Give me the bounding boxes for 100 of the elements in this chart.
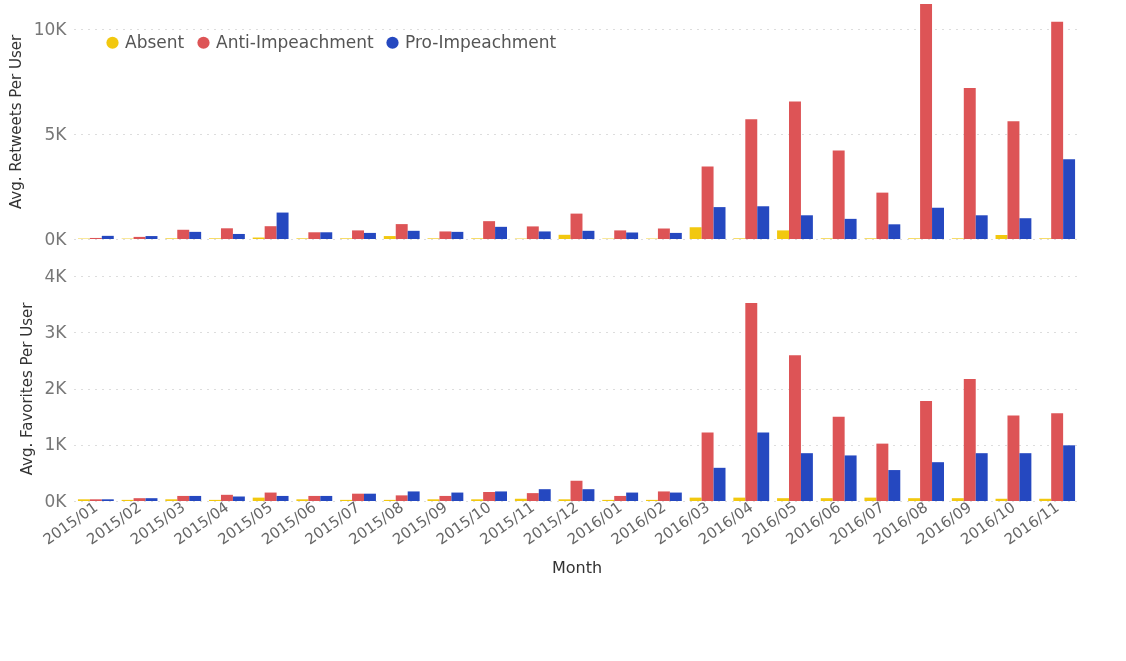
- bar: [252, 497, 265, 501]
- bar: [1007, 121, 1020, 239]
- bar: [495, 226, 508, 239]
- bar: [1019, 218, 1032, 239]
- bar: [439, 495, 452, 501]
- bar: [832, 150, 845, 239]
- bar: [133, 498, 146, 501]
- bar: [308, 232, 321, 239]
- bar: [745, 119, 758, 239]
- bar: [975, 453, 988, 501]
- bar: [626, 492, 639, 501]
- bar: [220, 228, 233, 239]
- y-tick-label: 1K: [44, 434, 68, 455]
- bar: [963, 378, 976, 501]
- bar: [908, 498, 921, 501]
- bar: [777, 230, 790, 239]
- bar: [220, 494, 233, 501]
- bar: [383, 236, 396, 239]
- bar: [1051, 413, 1064, 501]
- bar: [614, 495, 627, 501]
- bar: [582, 489, 595, 501]
- bar: [689, 497, 702, 501]
- bar: [177, 229, 190, 239]
- bar: [145, 236, 158, 239]
- bar: [669, 232, 682, 239]
- bar: [657, 228, 670, 239]
- y-axis-title: Avg. Favorites Per User: [17, 301, 36, 476]
- bar: [888, 224, 901, 239]
- y-tick-label: 10K: [33, 18, 68, 39]
- bar: [932, 207, 944, 239]
- y-axis-title: Avg. Retweets Per User: [6, 34, 25, 210]
- bar: [145, 498, 158, 501]
- y-tick-label: 5K: [44, 123, 68, 144]
- bar: [713, 207, 726, 239]
- bar: [689, 227, 702, 239]
- bar: [133, 236, 146, 239]
- bar: [745, 303, 758, 501]
- bar: [951, 498, 964, 501]
- bar: [975, 215, 988, 239]
- bar: [582, 230, 595, 239]
- bar: [189, 495, 202, 501]
- bar: [189, 231, 202, 239]
- y-tick-label: 2K: [44, 378, 68, 398]
- bar: [495, 491, 508, 501]
- bar: [864, 497, 877, 501]
- bar: [626, 232, 639, 239]
- bar: [701, 166, 714, 239]
- bar: [526, 226, 539, 239]
- bar: [320, 495, 333, 501]
- legend-label: Absent: [125, 31, 185, 52]
- bar: [844, 455, 857, 501]
- bar: [320, 232, 333, 239]
- bar: [1063, 445, 1076, 501]
- bar: [264, 492, 277, 501]
- bar: [570, 213, 583, 239]
- bar: [363, 232, 376, 239]
- bar: [995, 235, 1008, 239]
- bar: [1063, 159, 1076, 239]
- bar: [395, 224, 408, 239]
- bar: [177, 495, 190, 501]
- bar: [669, 492, 682, 501]
- bar: [757, 206, 770, 239]
- bar: [232, 233, 245, 239]
- y-tick-label: 3K: [44, 321, 68, 342]
- bar: [451, 231, 464, 239]
- bar: [483, 221, 496, 239]
- bar: [407, 491, 420, 501]
- bar: [713, 467, 726, 501]
- bar: [538, 489, 551, 501]
- bar: [657, 491, 670, 501]
- bar: [1019, 453, 1032, 501]
- bar: [733, 497, 746, 501]
- bar: [932, 462, 944, 501]
- bar: [276, 495, 289, 501]
- bar: [276, 212, 289, 239]
- bar: [789, 355, 801, 501]
- bar: [526, 493, 539, 501]
- bar: [963, 87, 976, 239]
- bar: [800, 453, 813, 501]
- bar: [451, 492, 464, 501]
- bar: [1051, 21, 1064, 239]
- bar: [820, 498, 833, 501]
- bar: [101, 235, 114, 239]
- bar: [832, 416, 845, 501]
- bar: [538, 231, 551, 239]
- bar: [439, 231, 452, 239]
- legend-label: Pro-Impeachment: [405, 31, 557, 52]
- y-tick-label: 4K: [44, 265, 68, 286]
- bar: [395, 495, 408, 501]
- bar: [352, 230, 364, 239]
- bar: [363, 493, 376, 501]
- bar: [483, 492, 496, 501]
- legend-label: Anti-Impeachment: [216, 31, 375, 52]
- x-axis-title: Month: [551, 557, 603, 577]
- bar: [876, 443, 889, 501]
- bar: [558, 234, 571, 239]
- bar: [1007, 415, 1020, 501]
- bar: [876, 192, 889, 239]
- bar: [570, 480, 583, 501]
- bar: [888, 470, 901, 501]
